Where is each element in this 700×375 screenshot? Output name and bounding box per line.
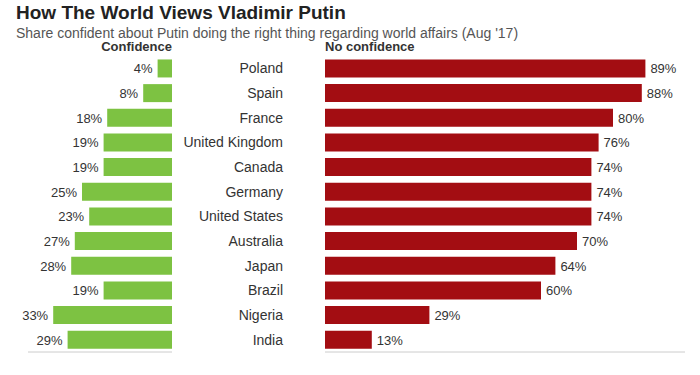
svg-text:Germany: Germany — [225, 184, 283, 200]
svg-text:80%: 80% — [618, 111, 644, 126]
svg-text:Australia: Australia — [229, 233, 284, 249]
svg-text:60%: 60% — [546, 283, 572, 298]
svg-text:88%: 88% — [647, 86, 673, 101]
svg-text:France: France — [239, 110, 283, 126]
svg-text:19%: 19% — [73, 160, 99, 175]
svg-text:19%: 19% — [73, 135, 99, 150]
html-text:No confidence: No confidence — [325, 39, 415, 54]
svg-text:23%: 23% — [58, 209, 84, 224]
svg-text:74%: 74% — [596, 209, 622, 224]
svg-text:4%: 4% — [134, 61, 153, 76]
svg-text:74%: 74% — [596, 160, 622, 175]
svg-text:Poland: Poland — [239, 60, 283, 76]
svg-text:8%: 8% — [119, 86, 138, 101]
svg-text:74%: 74% — [596, 185, 622, 200]
svg-text:United States: United States — [199, 208, 283, 224]
svg-text:19%: 19% — [73, 283, 99, 298]
svg-text:Canada: Canada — [234, 159, 283, 175]
svg-text:28%: 28% — [40, 259, 66, 274]
svg-text:89%: 89% — [650, 61, 676, 76]
svg-text:United Kingdom: United Kingdom — [183, 134, 283, 150]
svg-text:33%: 33% — [22, 308, 48, 323]
svg-text:Japan: Japan — [245, 258, 283, 274]
svg-text:India: India — [253, 332, 284, 348]
svg-text:Spain: Spain — [247, 85, 283, 101]
svg-text:64%: 64% — [560, 259, 586, 274]
svg-text:27%: 27% — [44, 234, 70, 249]
html-text:How The World Views Vladimir P: How The World Views Vladimir Putin — [16, 2, 346, 23]
svg-text:76%: 76% — [604, 135, 630, 150]
svg-text:Nigeria: Nigeria — [239, 307, 284, 323]
svg-text:18%: 18% — [76, 111, 102, 126]
svg-text:13%: 13% — [377, 333, 403, 348]
svg-text:25%: 25% — [51, 185, 77, 200]
html-text:Share confident about Putin do: Share confident about Putin doing the ri… — [16, 25, 519, 41]
svg-text:Brazil: Brazil — [248, 282, 283, 298]
svg-text:70%: 70% — [582, 234, 608, 249]
html-text:Confidence: Confidence — [101, 39, 172, 54]
svg-text:29%: 29% — [37, 333, 63, 348]
svg-text:29%: 29% — [434, 308, 460, 323]
